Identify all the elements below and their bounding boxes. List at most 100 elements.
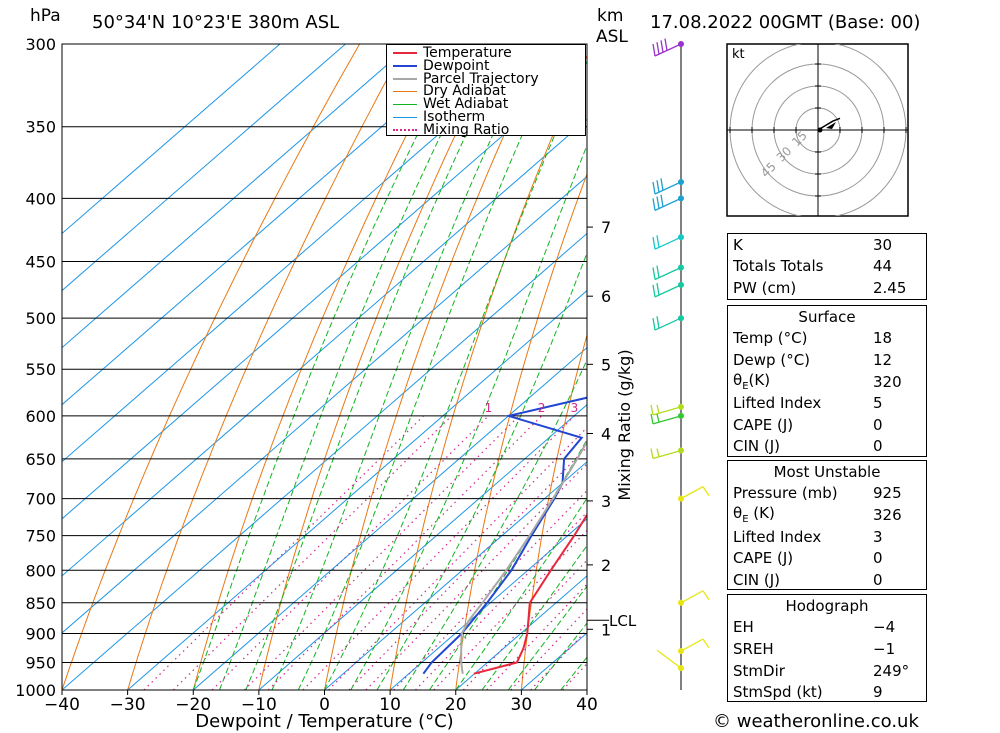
- mixing-ratio-label: 2: [538, 401, 546, 415]
- legend-swatch: [393, 116, 417, 118]
- wind-barb-shaft: [656, 649, 682, 669]
- wind-barb-feather: [702, 638, 710, 649]
- legend-item-mixing-ratio: Mixing Ratio: [387, 123, 585, 137]
- index-row: PW (cm) 2.45: [733, 278, 907, 297]
- dry-adiabat-line: [127, 44, 407, 690]
- plot-area: [62, 44, 1000, 690]
- mixing-ratio-line: [510, 608, 587, 690]
- wind-barb-feather: [702, 590, 710, 601]
- series-line-temperature: [473, 513, 587, 675]
- x-tick-label: 0: [319, 695, 330, 715]
- wind-barb-dot: [678, 179, 684, 186]
- surface-title: Surface: [798, 307, 856, 326]
- wind-barb-dot: [678, 599, 684, 606]
- mixing-ratio-label: 1: [485, 401, 493, 415]
- height-tick-label: 7: [601, 218, 611, 237]
- height-tick-label: 5: [601, 355, 611, 374]
- mixing-ratio-line: [302, 415, 575, 690]
- x-tick-label: 40: [576, 695, 598, 715]
- pressure-tick-label: 950: [25, 653, 56, 672]
- isotherm-line: [62, 44, 412, 349]
- pressure-tick-label: 800: [25, 561, 56, 580]
- hodograph-row: StmSpd (kt) 9: [733, 683, 883, 702]
- legend-item-dewpoint: Dewpoint: [387, 59, 585, 73]
- x-tick-label: −20: [175, 695, 211, 715]
- most-unstable-row: θE (K) 326: [733, 504, 902, 526]
- most-unstable-row: CIN (J) 0: [733, 570, 883, 589]
- most-unstable-title: Most Unstable: [773, 462, 881, 481]
- wind-barb-dot: [678, 495, 684, 502]
- dry-adiabat-line: [62, 44, 361, 690]
- hodograph-trace: [817, 117, 841, 131]
- x-tick-label: 10: [379, 695, 401, 715]
- datetime-title: 17.08.2022 00GMT (Base: 00): [650, 12, 921, 33]
- wind-barb-feather: [660, 194, 664, 207]
- wind-barb: [652, 38, 684, 57]
- surface-row: CAPE (J) 0: [733, 415, 883, 434]
- wind-barb-feather: [656, 448, 660, 457]
- series-line-parcel-trajectory: [460, 439, 587, 674]
- wind-barb-feather: [652, 317, 656, 331]
- pressure-tick-label: 500: [25, 309, 56, 328]
- wet-adiabat-line: [481, 544, 587, 690]
- x-tick-label: −10: [241, 695, 277, 715]
- wet-adiabat-line: [455, 497, 587, 690]
- pressure-tick-label: 600: [25, 407, 56, 426]
- height-unit-label-asl: ASL: [596, 27, 628, 47]
- isotherm-line: [455, 575, 587, 690]
- isotherm-line: [389, 518, 587, 690]
- wind-barb-shaft: [680, 638, 704, 652]
- wind-barb-dot: [678, 447, 684, 454]
- pressure-tick-label: 450: [25, 253, 56, 272]
- isotherm-line: [62, 61, 587, 520]
- isotherm-line: [127, 289, 587, 690]
- location-title: 50°34'N 10°23'E 380m ASL: [92, 12, 340, 33]
- mixing-ratio-line: [365, 462, 587, 690]
- wind-barb-feather: [664, 38, 668, 51]
- wind-barb-dot: [678, 281, 684, 288]
- wind-barb: [678, 638, 710, 655]
- hodograph-unit-label: kt: [732, 47, 745, 62]
- isotherm-line: [324, 461, 587, 690]
- isotherm-line: [192, 346, 587, 690]
- wind-barb-feather: [656, 265, 660, 278]
- most-unstable-table: Most Unstable Pressure (mb) 925 θE (K) 326…: [727, 460, 927, 590]
- mixing-ratio-line: [211, 415, 489, 690]
- wet-adiabat-line: [507, 585, 587, 690]
- wind-barb-feather: [660, 40, 664, 53]
- pressure-tick-label: 300: [25, 35, 56, 54]
- wind-barb-feather: [652, 267, 656, 280]
- legend-item-wet-adiabat: Wet Adiabat: [387, 97, 585, 111]
- wind-barb: [652, 264, 684, 281]
- copyright-footer: © weatheronline.co.uk: [713, 711, 919, 732]
- x-tick-label: −30: [110, 695, 146, 715]
- wind-barb-dot: [678, 403, 684, 410]
- wind-barb-feather: [656, 413, 660, 423]
- wind-barb: [656, 649, 684, 672]
- height-tick-label: 1: [601, 620, 611, 639]
- surface-row: Dewp (°C) 12: [733, 350, 893, 369]
- wind-barb-shaft: [652, 449, 682, 460]
- mixing-ratio-line: [267, 415, 543, 690]
- isotherm-line: [62, 232, 587, 690]
- legend-swatch: [393, 65, 417, 68]
- wind-barb-dot: [678, 412, 684, 419]
- legend-swatch: [393, 52, 417, 55]
- height-tick-label: 6: [601, 287, 611, 306]
- dry-adiabat-line: [963, 44, 1000, 690]
- index-row: K 30: [733, 235, 893, 254]
- surface-row: Lifted Index 5: [733, 394, 883, 413]
- pressure-tick-label: 750: [25, 527, 56, 546]
- pressure-tick-label: 550: [25, 360, 56, 379]
- wind-barb-shaft: [680, 486, 704, 500]
- wind-barb: [652, 178, 684, 195]
- wind-barb: [652, 234, 684, 250]
- x-tick-label: −40: [44, 695, 80, 715]
- most-unstable-row: Pressure (mb) 925: [733, 484, 902, 503]
- wind-barb-dot: [678, 234, 684, 241]
- pressure-tick-label: 700: [25, 490, 56, 509]
- hodograph-table: Hodograph EH −4 SREH −1 StmDir 249° StmSpd …: [727, 594, 927, 702]
- wind-barb: [678, 590, 710, 606]
